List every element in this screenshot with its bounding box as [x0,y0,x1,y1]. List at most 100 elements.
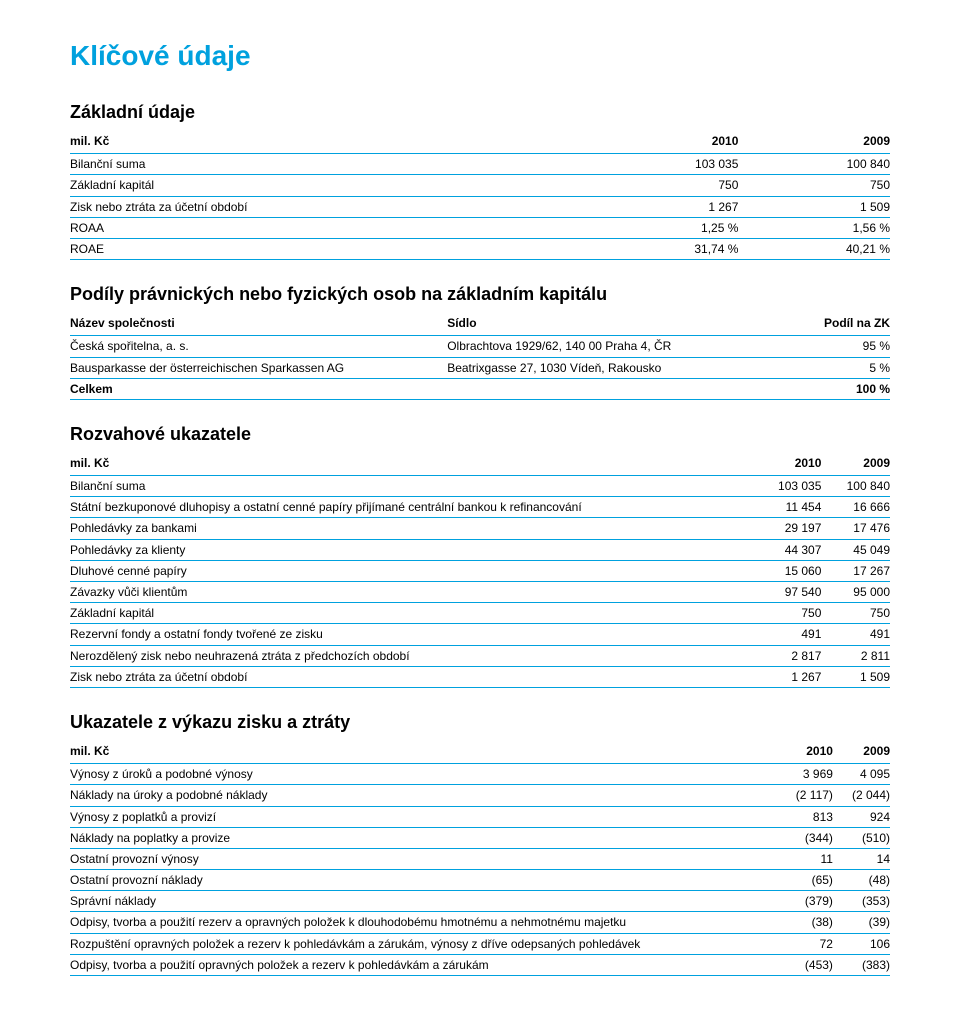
ownership-total-value: 100 % [775,378,890,399]
row-2010: 15 060 [753,560,822,581]
table-row: Správní náklady(379)(353) [70,891,890,912]
row-label: Výnosy z poplatků a provizí [70,806,777,827]
row-2009: 1 509 [738,196,890,217]
page-title: Klíčové údaje [70,40,890,72]
row-2010: (2 117) [777,785,833,806]
income-col-2010: 2010 [777,739,833,764]
table-row: Bilanční suma103 035100 840 [70,154,890,175]
row-label: Dluhové cenné papíry [70,560,753,581]
table-row: Státní bezkuponové dluhopisy a ostatní c… [70,497,890,518]
income-table: mil. Kč 2010 2009 Výnosy z úroků a podob… [70,739,890,976]
basic-table: mil. Kč 2010 2009 Bilanční suma103 03510… [70,129,890,260]
row-2009: 45 049 [821,539,890,560]
row-label: Pohledávky za bankami [70,518,753,539]
row-label: Rozpuštění opravných položek a rezerv k … [70,933,777,954]
row-2010: 103 035 [753,476,822,497]
row-label: Státní bezkuponové dluhopisy a ostatní c… [70,497,753,518]
row-2009: (39) [833,912,890,933]
balance-unit-label: mil. Kč [70,451,753,476]
row-2009: 4 095 [833,764,890,785]
table-row: Závazky vůči klientům97 54095 000 [70,582,890,603]
ownership-seat: Beatrixgasse 27, 1030 Vídeň, Rakousko [447,357,775,378]
table-row: Odpisy, tvorba a použití opravných polož… [70,954,890,975]
table-row: Dluhové cenné papíry15 06017 267 [70,560,890,581]
row-2010: (344) [777,827,833,848]
table-row: Rozpuštění opravných položek a rezerv k … [70,933,890,954]
row-2010: 2 817 [753,645,822,666]
row-2009: 100 840 [821,476,890,497]
row-2009: 17 267 [821,560,890,581]
row-2010: 11 454 [753,497,822,518]
row-2010: 813 [777,806,833,827]
table-row: Výnosy z úroků a podobné výnosy3 9694 09… [70,764,890,785]
row-2010: 97 540 [753,582,822,603]
table-row-total: Celkem 100 % [70,378,890,399]
ownership-name: Bausparkasse der österreichischen Sparka… [70,357,447,378]
row-label: Nerozdělený zisk nebo neuhrazená ztráta … [70,645,753,666]
row-label: Zisk nebo ztráta za účetní období [70,196,587,217]
row-2010: 750 [753,603,822,624]
ownership-share: 95 % [775,336,890,357]
income-unit-label: mil. Kč [70,739,777,764]
row-2009: 16 666 [821,497,890,518]
ownership-col-share: Podíl na ZK [775,311,890,336]
row-2009: 1 509 [821,666,890,687]
row-label: Závazky vůči klientům [70,582,753,603]
table-row: Základní kapitál750750 [70,175,890,196]
table-row: Výnosy z poplatků a provizí813924 [70,806,890,827]
row-2010: (65) [777,870,833,891]
row-label: Rezervní fondy a ostatní fondy tvořené z… [70,624,753,645]
ownership-col-seat: Sídlo [447,311,775,336]
basic-col-2010: 2010 [587,129,739,154]
table-row: ROAE31,74 %40,21 % [70,238,890,259]
row-2009: (383) [833,954,890,975]
ownership-seat: Olbrachtova 1929/62, 140 00 Praha 4, ČR [447,336,775,357]
row-2009: 750 [821,603,890,624]
row-2010: (453) [777,954,833,975]
row-label: Bilanční suma [70,154,587,175]
balance-col-2010: 2010 [753,451,822,476]
row-label: Náklady na úroky a podobné náklady [70,785,777,806]
row-2010: 44 307 [753,539,822,560]
row-2010: 750 [587,175,739,196]
row-label: Ostatní provozní náklady [70,870,777,891]
balance-col-2009: 2009 [821,451,890,476]
table-row: Zisk nebo ztráta za účetní období1 2671 … [70,196,890,217]
ownership-heading: Podíly právnických nebo fyzických osob n… [70,284,890,305]
row-label: Zisk nebo ztráta za účetní období [70,666,753,687]
row-2009: 95 000 [821,582,890,603]
table-row: Základní kapitál750750 [70,603,890,624]
table-row: Bausparkasse der österreichischen Sparka… [70,357,890,378]
row-label: Základní kapitál [70,603,753,624]
row-2010: 31,74 % [587,238,739,259]
row-2009: 924 [833,806,890,827]
row-label: Základní kapitál [70,175,587,196]
ownership-total-label: Celkem [70,378,447,399]
row-label: Náklady na poplatky a provize [70,827,777,848]
row-2010: 1 267 [753,666,822,687]
row-label: Odpisy, tvorba a použití rezerv a opravn… [70,912,777,933]
table-row: Zisk nebo ztráta za účetní období1 2671 … [70,666,890,687]
income-col-2009: 2009 [833,739,890,764]
ownership-total-blank [447,378,775,399]
income-heading: Ukazatele z výkazu zisku a ztráty [70,712,890,733]
basic-unit-label: mil. Kč [70,129,587,154]
table-row: Náklady na úroky a podobné náklady(2 117… [70,785,890,806]
row-2009: 2 811 [821,645,890,666]
ownership-col-name: Název společnosti [70,311,447,336]
table-row: ROAA1,25 %1,56 % [70,217,890,238]
table-row: Nerozdělený zisk nebo neuhrazená ztráta … [70,645,890,666]
row-2010: 29 197 [753,518,822,539]
row-2009: 106 [833,933,890,954]
row-2009: (510) [833,827,890,848]
row-label: Správní náklady [70,891,777,912]
row-2009: 100 840 [738,154,890,175]
row-2010: 491 [753,624,822,645]
row-2010: 1,25 % [587,217,739,238]
row-label: Ostatní provozní výnosy [70,848,777,869]
table-row: Pohledávky za bankami29 19717 476 [70,518,890,539]
row-2010: (379) [777,891,833,912]
row-2009: 1,56 % [738,217,890,238]
row-2009: (48) [833,870,890,891]
row-2010: 1 267 [587,196,739,217]
